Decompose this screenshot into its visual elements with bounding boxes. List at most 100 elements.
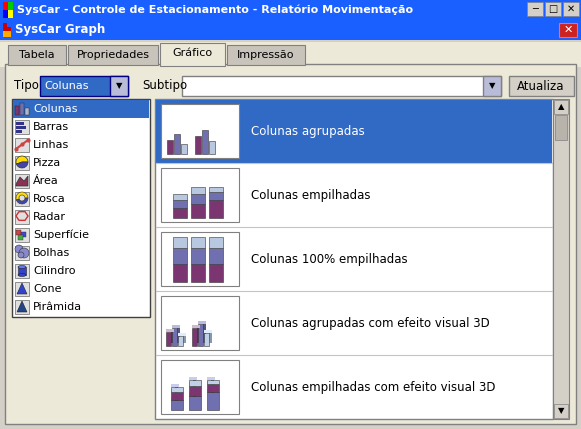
- Bar: [161, 104, 239, 158]
- Text: Gráfico: Gráfico: [172, 48, 212, 58]
- Bar: [12, 99, 150, 317]
- Bar: [5, 64, 576, 424]
- Bar: [209, 192, 223, 200]
- Bar: [563, 2, 579, 16]
- Text: Linhas: Linhas: [33, 140, 69, 150]
- Bar: [173, 264, 187, 282]
- Text: □: □: [548, 4, 558, 14]
- Bar: [191, 264, 205, 282]
- Bar: [15, 210, 29, 224]
- Bar: [183, 333, 186, 343]
- Bar: [15, 192, 29, 206]
- Bar: [189, 386, 201, 396]
- Bar: [211, 377, 214, 381]
- Bar: [18, 235, 23, 240]
- Bar: [204, 333, 209, 346]
- Bar: [15, 174, 29, 188]
- Bar: [211, 381, 214, 389]
- Bar: [204, 330, 212, 333]
- Circle shape: [15, 245, 23, 253]
- Bar: [171, 384, 179, 387]
- Bar: [191, 194, 205, 204]
- Bar: [227, 45, 305, 65]
- Bar: [198, 321, 206, 324]
- Bar: [3, 2, 8, 10]
- Bar: [483, 76, 501, 96]
- Bar: [191, 237, 205, 248]
- Bar: [161, 296, 239, 350]
- Text: Tipo: Tipo: [14, 79, 39, 93]
- Bar: [8, 10, 13, 18]
- Bar: [175, 397, 178, 407]
- Text: Tabela: Tabela: [19, 50, 55, 60]
- Bar: [175, 384, 178, 389]
- Polygon shape: [16, 176, 28, 186]
- Bar: [15, 228, 29, 242]
- Bar: [173, 194, 187, 200]
- Wedge shape: [16, 192, 28, 200]
- Bar: [177, 325, 180, 343]
- Polygon shape: [17, 283, 27, 294]
- Bar: [207, 384, 219, 392]
- Bar: [0, 42, 581, 67]
- Bar: [178, 333, 186, 336]
- Wedge shape: [16, 156, 28, 164]
- Ellipse shape: [18, 266, 26, 269]
- Bar: [68, 45, 158, 65]
- Text: Bolhas: Bolhas: [33, 248, 70, 258]
- Bar: [167, 140, 173, 154]
- Bar: [15, 282, 29, 296]
- Bar: [156, 100, 552, 163]
- Bar: [15, 120, 29, 134]
- Circle shape: [19, 248, 29, 258]
- Bar: [191, 248, 205, 264]
- Bar: [173, 200, 187, 208]
- Text: SysCar Graph: SysCar Graph: [15, 24, 105, 36]
- Bar: [175, 389, 178, 397]
- Text: Radar: Radar: [33, 212, 66, 222]
- Bar: [509, 76, 574, 96]
- Bar: [178, 336, 183, 346]
- Bar: [16, 126, 26, 129]
- Circle shape: [18, 252, 24, 258]
- Bar: [182, 76, 501, 96]
- Bar: [3, 23, 7, 31]
- Bar: [545, 2, 561, 16]
- Bar: [189, 393, 197, 396]
- Bar: [171, 397, 179, 400]
- Bar: [15, 300, 29, 314]
- Text: Impressão: Impressão: [237, 50, 295, 60]
- Bar: [203, 321, 206, 343]
- Bar: [0, 20, 581, 40]
- Text: ─: ─: [532, 4, 538, 14]
- Text: Colunas: Colunas: [33, 104, 77, 114]
- Bar: [555, 115, 567, 140]
- Bar: [0, 0, 581, 20]
- Bar: [173, 248, 187, 264]
- Bar: [209, 237, 223, 248]
- Bar: [559, 23, 577, 37]
- Bar: [207, 392, 219, 410]
- Text: Cilindro: Cilindro: [33, 266, 76, 276]
- Text: Colunas agrupadas: Colunas agrupadas: [251, 124, 365, 138]
- Bar: [20, 103, 24, 115]
- Text: Área: Área: [33, 176, 59, 186]
- Bar: [16, 230, 21, 235]
- Text: Superfície: Superfície: [33, 230, 89, 240]
- Bar: [174, 134, 180, 154]
- Bar: [207, 380, 219, 384]
- Bar: [173, 208, 187, 218]
- Bar: [7, 27, 11, 31]
- Bar: [16, 122, 24, 125]
- Bar: [171, 387, 183, 392]
- Bar: [527, 2, 543, 16]
- Bar: [171, 400, 183, 410]
- Bar: [181, 144, 187, 154]
- Bar: [209, 264, 223, 282]
- Text: Barras: Barras: [33, 122, 69, 132]
- Bar: [171, 329, 174, 343]
- Bar: [15, 264, 29, 278]
- Bar: [209, 141, 215, 154]
- Bar: [189, 380, 201, 386]
- Bar: [192, 325, 200, 328]
